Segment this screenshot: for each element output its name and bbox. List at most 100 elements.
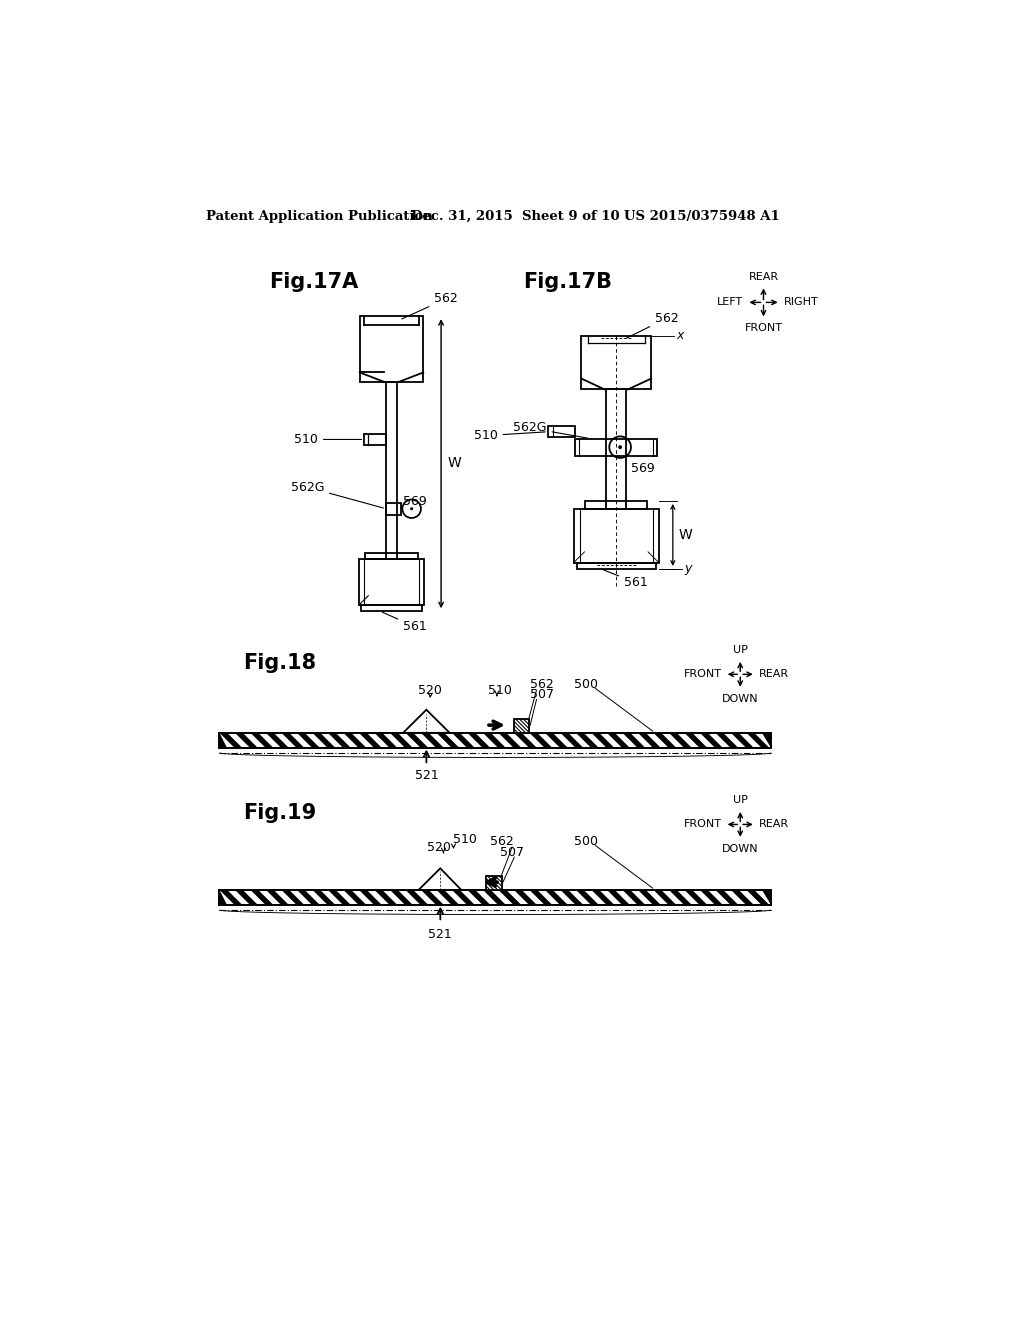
Polygon shape	[266, 733, 289, 748]
Polygon shape	[343, 890, 367, 906]
Polygon shape	[234, 890, 258, 906]
Polygon shape	[684, 890, 708, 906]
Text: FRONT: FRONT	[684, 820, 722, 829]
Text: 500: 500	[573, 834, 598, 847]
Polygon shape	[499, 890, 521, 906]
Polygon shape	[560, 733, 584, 748]
Text: 569: 569	[631, 462, 654, 475]
Polygon shape	[452, 733, 475, 748]
Polygon shape	[592, 890, 614, 906]
Circle shape	[618, 445, 622, 449]
Text: y: y	[684, 562, 692, 576]
Text: FRONT: FRONT	[684, 669, 722, 680]
Polygon shape	[219, 733, 771, 748]
Polygon shape	[514, 719, 529, 733]
Text: 510: 510	[488, 684, 512, 697]
Text: 562: 562	[489, 834, 514, 847]
Text: 510: 510	[454, 833, 477, 846]
Text: 561: 561	[382, 612, 427, 634]
Polygon shape	[421, 733, 444, 748]
Polygon shape	[746, 890, 770, 906]
Polygon shape	[560, 890, 584, 906]
Polygon shape	[483, 733, 506, 748]
Polygon shape	[436, 733, 460, 748]
Text: x: x	[677, 329, 684, 342]
Polygon shape	[467, 890, 490, 906]
Polygon shape	[390, 890, 414, 906]
Text: UP: UP	[733, 795, 748, 805]
Text: FRONT: FRONT	[744, 323, 782, 333]
Text: Fig.18: Fig.18	[243, 653, 315, 673]
Text: 562G: 562G	[513, 421, 588, 438]
Text: 520: 520	[427, 841, 452, 854]
Polygon shape	[390, 733, 414, 748]
Polygon shape	[375, 733, 397, 748]
Polygon shape	[545, 890, 568, 906]
Polygon shape	[406, 733, 429, 748]
Polygon shape	[359, 733, 382, 748]
Polygon shape	[297, 733, 321, 748]
Polygon shape	[575, 733, 599, 748]
Text: 562: 562	[627, 312, 679, 338]
Polygon shape	[653, 733, 677, 748]
Text: 520: 520	[419, 684, 442, 697]
Polygon shape	[219, 890, 243, 906]
Polygon shape	[731, 733, 755, 748]
Polygon shape	[297, 890, 321, 906]
Polygon shape	[529, 733, 553, 748]
Polygon shape	[545, 733, 568, 748]
Polygon shape	[421, 890, 444, 906]
Polygon shape	[251, 733, 273, 748]
Polygon shape	[219, 890, 227, 906]
Polygon shape	[406, 890, 429, 906]
Text: Fig.17B: Fig.17B	[523, 272, 612, 292]
Text: DOWN: DOWN	[722, 693, 759, 704]
Text: REAR: REAR	[749, 272, 778, 281]
Polygon shape	[700, 733, 723, 748]
Polygon shape	[762, 890, 771, 906]
Text: 500: 500	[573, 677, 598, 690]
Polygon shape	[529, 890, 553, 906]
Polygon shape	[514, 890, 538, 906]
Text: DOWN: DOWN	[722, 843, 759, 854]
Polygon shape	[638, 890, 662, 906]
Circle shape	[410, 507, 414, 511]
Polygon shape	[328, 733, 351, 748]
Polygon shape	[282, 890, 305, 906]
Polygon shape	[219, 733, 243, 748]
Polygon shape	[219, 890, 771, 906]
Text: 521: 521	[428, 928, 453, 941]
Polygon shape	[483, 890, 506, 906]
Polygon shape	[607, 733, 630, 748]
Polygon shape	[219, 733, 227, 748]
Polygon shape	[467, 733, 490, 748]
Polygon shape	[251, 890, 273, 906]
Text: W: W	[447, 457, 461, 470]
Polygon shape	[514, 733, 538, 748]
Polygon shape	[607, 890, 630, 906]
Polygon shape	[328, 890, 351, 906]
Polygon shape	[282, 733, 305, 748]
Polygon shape	[669, 733, 692, 748]
Polygon shape	[359, 890, 382, 906]
Text: 569: 569	[403, 495, 427, 508]
Polygon shape	[731, 890, 755, 906]
Text: LEFT: LEFT	[717, 297, 743, 308]
Text: US 2015/0375948 A1: US 2015/0375948 A1	[624, 210, 779, 223]
Text: 521: 521	[415, 768, 438, 781]
Polygon shape	[499, 733, 521, 748]
Polygon shape	[312, 733, 336, 748]
Text: Fig.19: Fig.19	[243, 803, 316, 822]
Polygon shape	[266, 890, 289, 906]
Polygon shape	[638, 733, 662, 748]
Polygon shape	[486, 876, 502, 890]
Polygon shape	[234, 733, 258, 748]
Text: UP: UP	[733, 645, 748, 655]
Text: 510: 510	[474, 429, 545, 442]
Text: REAR: REAR	[759, 669, 788, 680]
Text: Fig.17A: Fig.17A	[269, 272, 358, 292]
Polygon shape	[343, 733, 367, 748]
Polygon shape	[312, 890, 336, 906]
Text: 562G: 562G	[291, 480, 383, 508]
Polygon shape	[452, 890, 475, 906]
